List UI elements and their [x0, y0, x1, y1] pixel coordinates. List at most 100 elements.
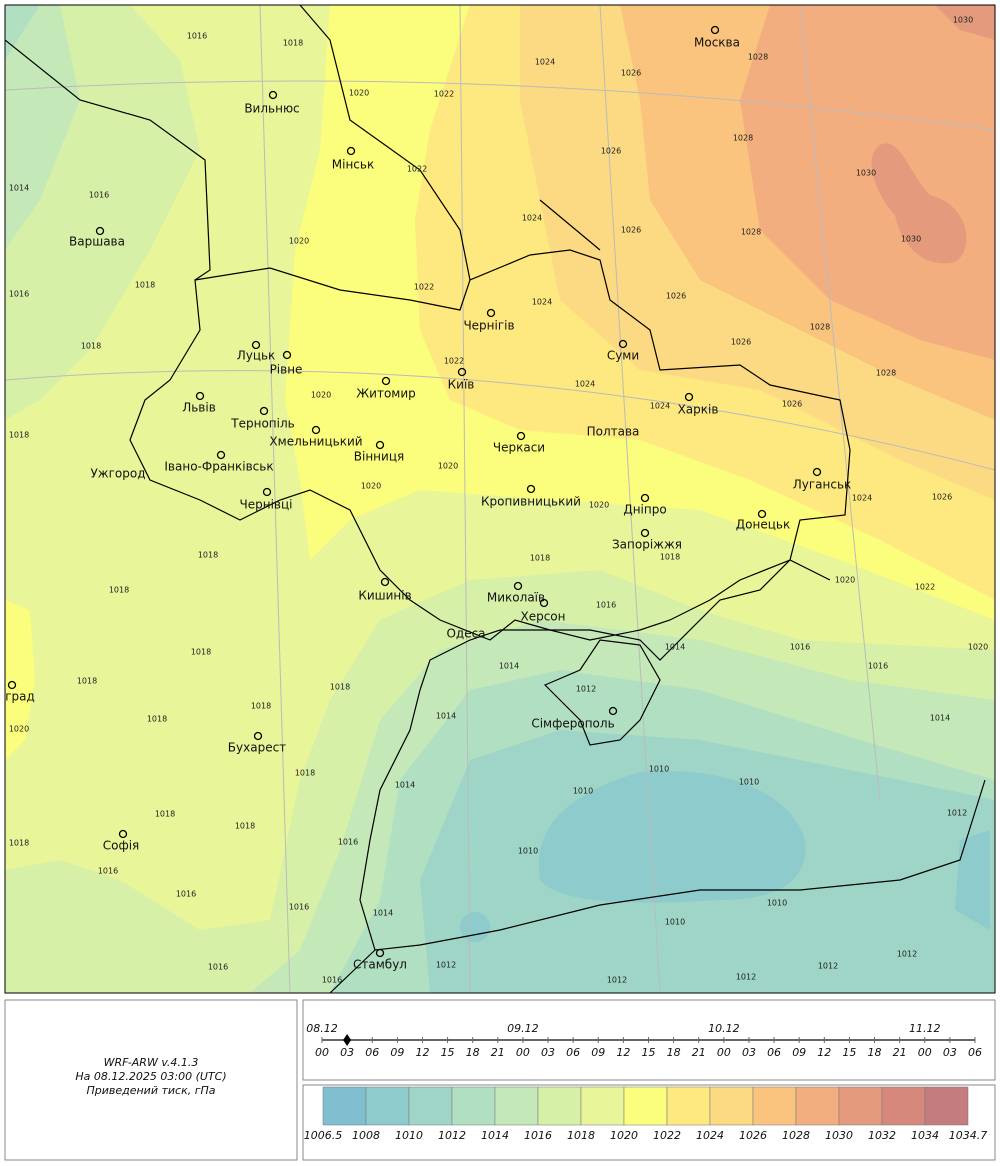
info-box: [4, 999, 298, 1161]
city-label: Мінськ: [332, 158, 374, 172]
city-marker: [640, 528, 650, 538]
isobar-label: 1022: [915, 583, 935, 592]
isobar-label: 1028: [810, 323, 830, 332]
city-marker: [539, 598, 549, 608]
city-label: Полтава: [587, 425, 640, 439]
isobar-label: 1020: [968, 643, 988, 652]
isobar-label: 1026: [621, 69, 641, 78]
isobar-label: 1018: [251, 702, 271, 711]
isobar-label: 1022: [414, 283, 434, 292]
city-label: Чернігів: [463, 319, 514, 333]
isobar-label: 1026: [731, 338, 751, 347]
field: Приведений тиск, гПа: [86, 1084, 215, 1097]
hour-label: 12: [415, 1046, 429, 1059]
hour-label: 15: [842, 1046, 856, 1059]
city-marker: [253, 731, 263, 741]
isobar-label: 1020: [361, 482, 381, 491]
hour-label: 00: [918, 1046, 932, 1059]
map-frame: [4, 4, 996, 994]
city-label: Софія: [103, 839, 140, 853]
isobar-label: 1018: [147, 715, 167, 724]
city-label: Кишинів: [358, 589, 411, 603]
city-label: град: [5, 690, 35, 704]
isobar-label: 1016: [322, 976, 342, 985]
colorbar-swatch: [795, 1086, 840, 1126]
isobar-label: 1026: [666, 292, 686, 301]
city-label: Луганськ: [793, 478, 852, 492]
hour-label: 15: [642, 1046, 656, 1059]
isobar-label: 1028: [733, 134, 753, 143]
colorbar-swatch: [838, 1086, 883, 1126]
hour-label: 06: [365, 1046, 379, 1059]
isobar-label: 1016: [98, 867, 118, 876]
city-marker: [311, 425, 321, 435]
isobar-label: 1018: [198, 551, 218, 560]
isobar-label: 1020: [9, 725, 29, 734]
city-label: Москва: [694, 36, 740, 50]
isobar-label: 1020: [311, 391, 331, 400]
city-label: Суми: [607, 349, 639, 363]
colorbar-label: 1018: [567, 1129, 595, 1142]
isobar-label: 1022: [444, 357, 464, 366]
colorbar-label: 1034: [911, 1129, 939, 1142]
hour-label: 21: [692, 1046, 706, 1059]
isobar-label: 1012: [607, 976, 627, 985]
colorbar-swatch: [451, 1086, 496, 1126]
colorbar-label: 1008: [352, 1129, 380, 1142]
hour-label: 12: [616, 1046, 630, 1059]
colorbar-label: 1022: [653, 1129, 681, 1142]
isobar-label: 1026: [621, 226, 641, 235]
city-marker: [380, 577, 390, 587]
hour-label: 03: [541, 1046, 555, 1059]
isobar-label: 1018: [235, 822, 255, 831]
colorbar-swatch: [752, 1086, 797, 1126]
city-marker: [259, 406, 269, 416]
hour-label: 09: [591, 1046, 605, 1059]
isobar-label: 1014: [395, 781, 415, 790]
city-marker: [375, 440, 385, 450]
isobar-label: 1028: [748, 53, 768, 62]
hour-label: 00: [516, 1046, 530, 1059]
city-label: Дніпро: [623, 503, 666, 517]
city-marker: [457, 367, 467, 377]
colorbar-swatch: [408, 1086, 453, 1126]
isobar-label: 1018: [9, 431, 29, 440]
isobar-label: 1024: [852, 494, 872, 503]
city-label: Житомир: [356, 387, 416, 401]
city-marker: [757, 509, 767, 519]
model: WRF-ARW v.4.1.3: [104, 1056, 199, 1069]
hour-label: 03: [742, 1046, 756, 1059]
colorbar-swatch: [580, 1086, 625, 1126]
city-marker: [640, 493, 650, 503]
city-label: Вильнюс: [244, 102, 299, 116]
isobar-label: 1020: [438, 462, 458, 471]
isobar-label: 1018: [530, 554, 550, 563]
hour-label: 18: [868, 1046, 882, 1059]
isobar-label: 1012: [436, 961, 456, 970]
city-marker: [268, 90, 278, 100]
city-label: Варшава: [69, 235, 125, 249]
hour-label: 03: [943, 1046, 957, 1059]
isobar-label: 1028: [876, 369, 896, 378]
city-label: Сімферополь: [531, 717, 614, 731]
date-label: 11.12: [909, 1022, 941, 1035]
hour-label: 06: [566, 1046, 580, 1059]
hour-label: 03: [340, 1046, 354, 1059]
city-marker: [812, 467, 822, 477]
city-marker: [684, 392, 694, 402]
isobar-label: 1012: [736, 973, 756, 982]
city-marker: [375, 948, 385, 958]
isobar-label: 1018: [330, 683, 350, 692]
isobar-label: 1024: [522, 214, 542, 223]
city-label: Ужгород: [90, 467, 145, 481]
isobar-label: 1016: [89, 191, 109, 200]
isobar-label: 1012: [576, 685, 596, 694]
isobar-label: 1018: [9, 839, 29, 848]
hour-label: 00: [315, 1046, 329, 1059]
city-label: Луцьк: [237, 349, 276, 363]
city-label: Стамбул: [353, 958, 407, 972]
pressure-field: 1030 1016 1018 1024 1026 1028 1020 1022 1028 1026…: [5, 5, 995, 993]
isobar-label: 1016: [338, 838, 358, 847]
isobar-label: 1024: [650, 402, 670, 411]
isobar-label: 1022: [434, 90, 454, 99]
